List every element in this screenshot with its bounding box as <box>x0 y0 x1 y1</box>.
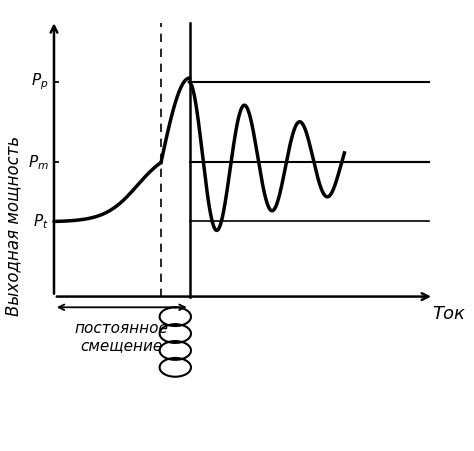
Text: Выходная мощность: Выходная мощность <box>4 135 22 316</box>
Text: $P_m$: $P_m$ <box>28 153 49 172</box>
Text: постоянное
смещение: постоянное смещение <box>75 321 169 353</box>
Text: $P_p$: $P_p$ <box>31 72 49 92</box>
Text: Ток: Ток <box>432 304 465 322</box>
Text: $P_t$: $P_t$ <box>33 212 49 231</box>
